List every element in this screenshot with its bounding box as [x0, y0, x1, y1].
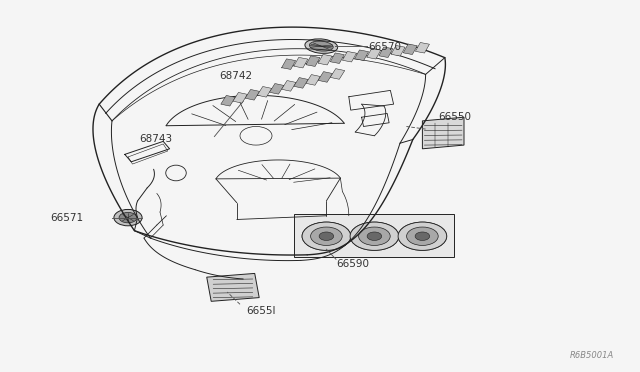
Circle shape: [358, 227, 390, 246]
Polygon shape: [257, 87, 272, 97]
Circle shape: [350, 222, 399, 250]
Polygon shape: [306, 56, 320, 67]
Circle shape: [302, 222, 351, 250]
Polygon shape: [269, 84, 284, 94]
Circle shape: [406, 227, 438, 246]
Polygon shape: [221, 96, 236, 106]
Text: 66590: 66590: [336, 259, 369, 269]
Circle shape: [319, 232, 333, 240]
Polygon shape: [422, 117, 464, 149]
Polygon shape: [342, 51, 356, 62]
Circle shape: [398, 222, 447, 250]
Circle shape: [415, 232, 429, 240]
Polygon shape: [294, 78, 308, 88]
Circle shape: [358, 227, 390, 246]
Circle shape: [367, 232, 381, 240]
Circle shape: [398, 222, 447, 250]
Polygon shape: [318, 72, 333, 82]
Polygon shape: [330, 69, 345, 79]
Text: 66550: 66550: [438, 112, 472, 122]
Circle shape: [367, 232, 381, 240]
Text: 6655l: 6655l: [246, 306, 276, 315]
Polygon shape: [403, 44, 417, 55]
Text: 66571: 66571: [50, 213, 83, 222]
Text: R6B5001A: R6B5001A: [570, 351, 614, 360]
Circle shape: [114, 209, 142, 226]
Polygon shape: [282, 81, 296, 91]
Ellipse shape: [309, 41, 333, 51]
Polygon shape: [379, 47, 393, 58]
Circle shape: [406, 227, 438, 246]
Polygon shape: [207, 273, 259, 301]
Polygon shape: [306, 75, 321, 85]
Polygon shape: [233, 93, 248, 103]
Polygon shape: [245, 90, 260, 100]
Polygon shape: [294, 57, 308, 68]
Circle shape: [119, 212, 137, 223]
Polygon shape: [391, 45, 405, 56]
Polygon shape: [415, 42, 429, 53]
Circle shape: [319, 232, 333, 240]
Circle shape: [310, 227, 342, 246]
Polygon shape: [367, 48, 381, 59]
Polygon shape: [282, 59, 296, 70]
Text: 68743: 68743: [140, 135, 173, 144]
FancyBboxPatch shape: [294, 214, 454, 257]
Text: 66570: 66570: [368, 42, 401, 51]
Circle shape: [310, 227, 342, 246]
Circle shape: [350, 222, 399, 250]
Circle shape: [415, 232, 429, 240]
Ellipse shape: [305, 39, 338, 54]
Polygon shape: [330, 53, 344, 64]
Polygon shape: [318, 54, 332, 65]
Polygon shape: [355, 50, 369, 61]
Circle shape: [302, 222, 351, 250]
Text: 68742: 68742: [220, 71, 253, 81]
